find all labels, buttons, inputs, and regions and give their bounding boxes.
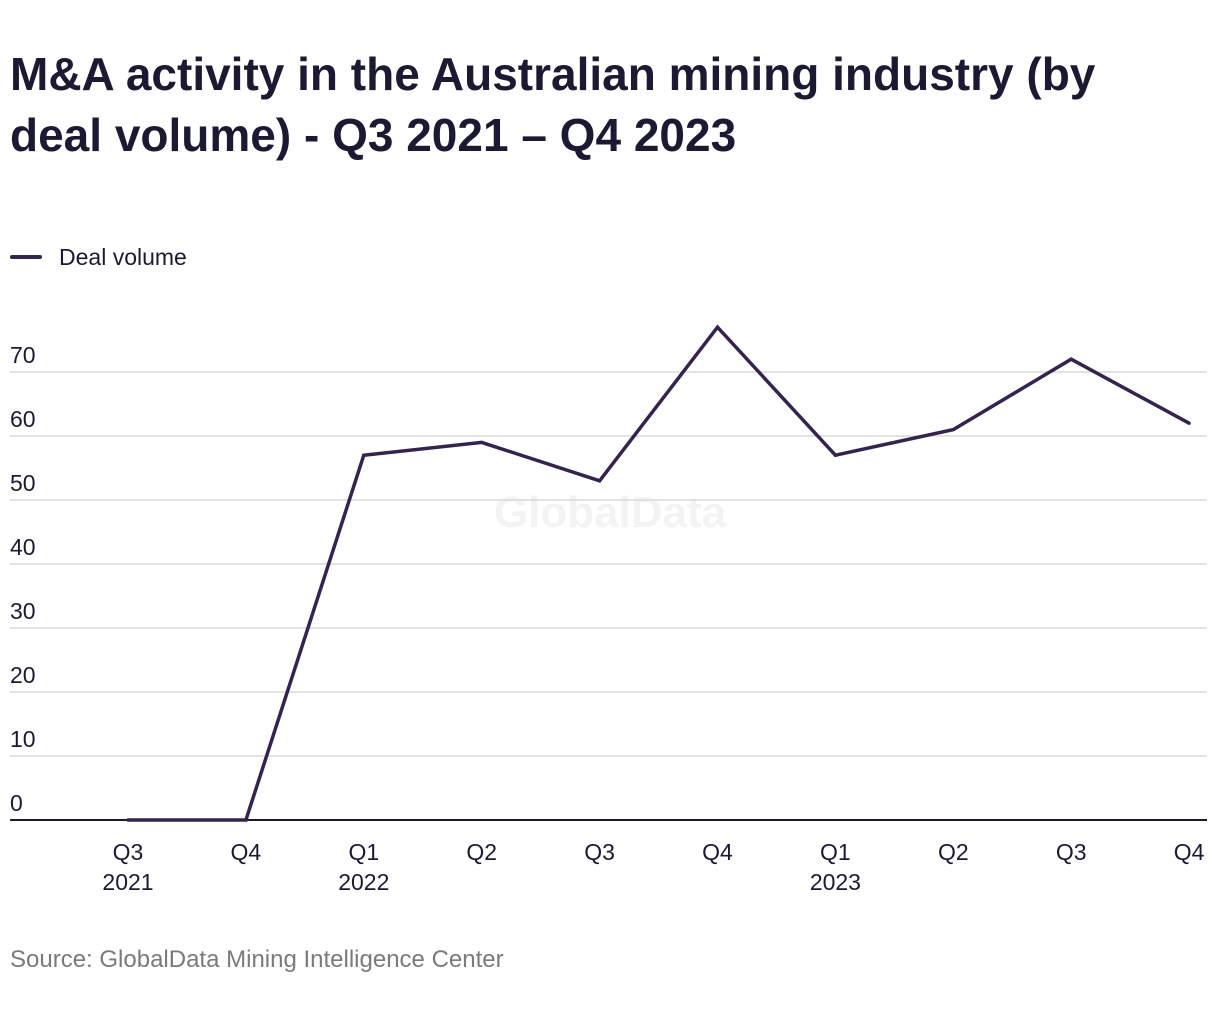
y-axis-ticks: 0 10 20 30 40 50 60 70 (10, 342, 36, 816)
legend-swatch (10, 255, 42, 259)
y-tick-label: 40 (10, 534, 36, 560)
x-tick-year-label: 2022 (338, 869, 389, 895)
legend-label: Deal volume (59, 243, 187, 270)
data-point (1069, 357, 1073, 361)
legend: Deal volume (10, 242, 187, 272)
data-point (951, 427, 955, 432)
x-tick-label: Q4 (702, 839, 733, 865)
line-chart: GlobalData 0 10 20 30 40 50 60 70 Q3 2021 Q4 Q1 202… (10, 324, 1207, 895)
x-tick-label: Q3 (1056, 839, 1087, 865)
x-tick-label: Q2 (938, 839, 969, 865)
data-point (244, 818, 248, 822)
series-layer (126, 324, 1191, 822)
source-note: Source: GlobalData Mining Intelligence C… (10, 946, 504, 973)
data-point (480, 440, 484, 445)
y-tick-label: 50 (10, 470, 36, 496)
data-point (126, 818, 130, 822)
y-tick-label: 70 (10, 342, 36, 368)
watermark: GlobalData (494, 488, 727, 537)
y-tick-label: 0 (10, 790, 23, 816)
x-tick-label: Q4 (1174, 839, 1205, 865)
y-tick-label: 60 (10, 406, 36, 432)
series-line (128, 324, 1190, 822)
x-tick-label: Q1 (820, 839, 851, 865)
x-tick-year-label: 2021 (102, 869, 153, 895)
data-point (597, 479, 602, 483)
data-point (362, 453, 366, 457)
y-tick-label: 10 (10, 726, 36, 752)
y-tick-label: 20 (10, 662, 36, 688)
x-tick-label: Q1 (348, 839, 379, 865)
x-tick-year-label: 2023 (810, 869, 861, 895)
data-point (1187, 421, 1191, 425)
chart-title: M&A activity in the Australian mining in… (10, 48, 1096, 161)
y-tick-label: 30 (10, 598, 36, 624)
x-tick-label: Q3 (584, 839, 615, 865)
gridlines (10, 371, 1207, 757)
data-point (715, 325, 720, 329)
x-tick-label: Q2 (466, 839, 497, 865)
x-axis-ticks: Q3 2021 Q4 Q1 2022 Q2 Q3 Q4 Q1 2023 Q2 Q3 Q4 (102, 839, 1204, 895)
x-tick-label: Q3 (113, 839, 144, 865)
x-tick-label: Q4 (231, 839, 262, 865)
data-point (833, 453, 838, 457)
